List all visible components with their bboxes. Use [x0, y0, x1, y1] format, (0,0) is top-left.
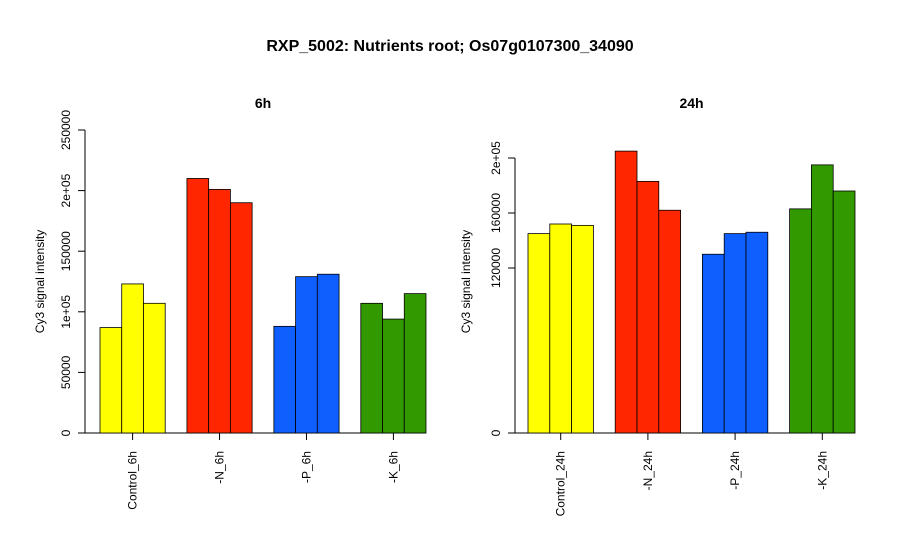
- x-category-label: -K_24h: [815, 451, 829, 490]
- bar: [745, 231, 769, 434]
- x-category-label: Control_6h: [126, 451, 140, 510]
- panel-24h: 24h Cy3 signal intensity 0 120000 160000 2e+0…: [459, 95, 856, 516]
- y-tick-label: 1e+05: [59, 295, 73, 329]
- x-category-label: -N_24h: [641, 451, 655, 490]
- bar: [382, 318, 405, 434]
- bar: [229, 202, 253, 434]
- bar: [702, 253, 725, 434]
- x-category-label: -P_6h: [299, 451, 313, 483]
- bar: [549, 223, 572, 434]
- bar: [273, 325, 297, 434]
- bar: [143, 302, 166, 434]
- bar: [723, 233, 747, 434]
- bar: [295, 276, 318, 434]
- bar: [571, 224, 594, 434]
- panel-6h: 6h Cy3 signal intensity 0 50000 1e+05 150000 2…: [33, 95, 427, 510]
- y-axis-label: Cy3 signal intensity: [33, 230, 47, 333]
- y-tick-label: 250000: [59, 110, 73, 150]
- bar: [658, 209, 681, 434]
- bar: [360, 302, 383, 434]
- bar: [527, 233, 551, 434]
- chart-main-title: RXP_5002: Nutrients root; Os07g0107300_3…: [266, 38, 634, 55]
- x-category-label: -P_24h: [728, 451, 742, 490]
- bar: [832, 190, 856, 434]
- bar: [186, 178, 210, 434]
- y-tick-label: 120000: [489, 248, 503, 288]
- bar: [316, 273, 340, 434]
- y-tick-label: 50000: [59, 355, 73, 389]
- bar: [811, 164, 834, 434]
- x-category-label: -N_6h: [213, 451, 227, 484]
- x-category-label: Control_24h: [554, 451, 568, 516]
- y-tick-label: 150000: [59, 231, 73, 271]
- y-tick-label: 2e+05: [489, 141, 503, 175]
- bar: [208, 188, 231, 434]
- y-tick-label: 0: [59, 429, 73, 436]
- bar: [121, 283, 144, 434]
- bar: [403, 293, 427, 434]
- y-tick-label: 2e+05: [59, 173, 73, 207]
- bar: [636, 180, 660, 434]
- y-axis-label: Cy3 signal intensity: [459, 230, 473, 333]
- bar: [614, 150, 638, 434]
- y-tick-label: 160000: [489, 193, 503, 233]
- bar: [99, 327, 123, 434]
- x-category-label: -K_6h: [386, 451, 400, 483]
- panel-title: 24h: [679, 95, 703, 111]
- panel-title: 6h: [255, 95, 271, 111]
- bar: [789, 208, 812, 434]
- y-tick-label: 0: [489, 429, 503, 436]
